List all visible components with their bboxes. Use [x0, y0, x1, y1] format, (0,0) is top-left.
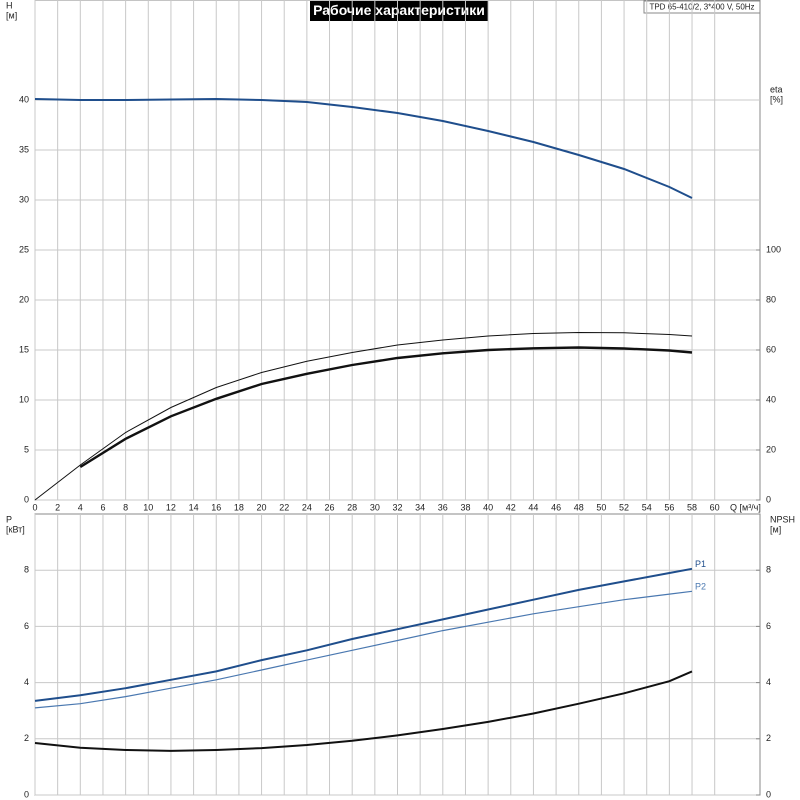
y-axis-label: P	[6, 514, 12, 524]
y-tick-label: 4	[24, 677, 29, 687]
y-tick-label: 40	[19, 94, 29, 104]
x-tick-label: 2	[55, 502, 60, 512]
y-tick-label: 0	[24, 494, 29, 504]
model-box	[643, 0, 761, 14]
y2-tick-label: 40	[766, 394, 776, 404]
series-line	[34, 331, 693, 501]
y2-axis-label: eta	[770, 84, 783, 94]
y-tick-label: 8	[24, 565, 29, 575]
model-label: TPD 65-410/2, 3*400 V, 50Hz	[649, 3, 754, 12]
title-box	[310, 1, 488, 21]
x-tick-label: 32	[392, 502, 402, 512]
x-tick-label: 14	[189, 502, 199, 512]
series-line	[79, 346, 693, 469]
x-tick-label: 60	[710, 502, 720, 512]
y-tick-label: 35	[19, 144, 29, 154]
x-tick-label: 22	[279, 502, 289, 512]
y-axis-label: [кВт]	[6, 524, 25, 534]
y2-tick-label: 4	[766, 677, 771, 687]
x-tick-label: 34	[415, 502, 425, 512]
y2-tick-label: 60	[766, 344, 776, 354]
series-line	[34, 590, 693, 709]
y-axis-label: [м]	[6, 10, 17, 20]
x-tick-label: 48	[574, 502, 584, 512]
x-tick-label: 28	[347, 502, 357, 512]
x-tick-label: 6	[100, 502, 105, 512]
x-tick-label: 40	[483, 502, 493, 512]
x-tick-label: 18	[234, 502, 244, 512]
x-tick-label: 42	[506, 502, 516, 512]
x-tick-label: 24	[302, 502, 312, 512]
y-tick-label: 20	[19, 294, 29, 304]
y-axis-label: H	[6, 0, 13, 10]
x-axis-label: Q [м³/ч]	[730, 502, 761, 512]
x-tick-label: 54	[642, 502, 652, 512]
y-tick-label: 6	[24, 621, 29, 631]
y2-axis-label: [м]	[770, 524, 781, 534]
y2-tick-label: 6	[766, 621, 771, 631]
y2-axis-label: [%]	[770, 94, 783, 104]
y2-tick-label: 80	[766, 294, 776, 304]
y-tick-label: 30	[19, 194, 29, 204]
x-tick-label: 12	[166, 502, 176, 512]
x-tick-label: 8	[123, 502, 128, 512]
x-tick-label: 30	[370, 502, 380, 512]
x-tick-label: 56	[664, 502, 674, 512]
y-tick-label: 5	[24, 444, 29, 454]
y-tick-label: 10	[19, 394, 29, 404]
x-tick-label: 10	[143, 502, 153, 512]
y2-tick-label: 8	[766, 565, 771, 575]
y2-tick-label: 100	[766, 244, 781, 254]
y-tick-label: 2	[24, 733, 29, 743]
x-tick-label: 46	[551, 502, 561, 512]
chart-title: Рабочие характеристики	[313, 2, 485, 18]
series-line	[34, 97, 693, 199]
y2-tick-label: 0	[766, 789, 771, 799]
y2-axis-label: NPSH	[770, 514, 795, 524]
x-tick-label: 38	[460, 502, 470, 512]
x-tick-label: 50	[596, 502, 606, 512]
series-line	[34, 567, 693, 702]
y-tick-label: 25	[19, 244, 29, 254]
y2-tick-label: 2	[766, 733, 771, 743]
y-tick-label: 0	[24, 789, 29, 799]
series-label: P2	[695, 582, 706, 592]
y2-tick-label: 20	[766, 444, 776, 454]
x-tick-label: 0	[32, 502, 37, 512]
x-tick-label: 44	[528, 502, 538, 512]
y-tick-label: 15	[19, 344, 29, 354]
y2-tick-label: 0	[766, 494, 771, 504]
x-tick-label: 26	[325, 502, 335, 512]
x-tick-label: 4	[78, 502, 83, 512]
x-tick-label: 58	[687, 502, 697, 512]
x-tick-label: 16	[211, 502, 221, 512]
x-tick-label: 36	[438, 502, 448, 512]
x-tick-label: 20	[257, 502, 267, 512]
series-label: P1	[695, 559, 706, 569]
series-line	[34, 670, 693, 752]
x-tick-label: 52	[619, 502, 629, 512]
